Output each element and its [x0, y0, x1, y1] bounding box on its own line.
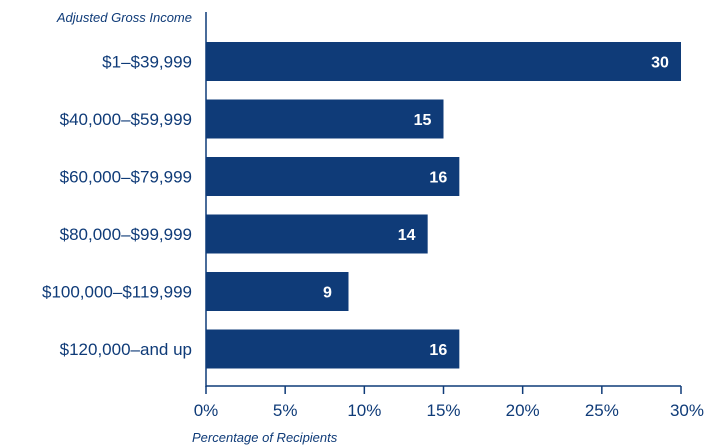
category-label-1: $40,000–$59,999	[60, 110, 192, 129]
x-tick-label-2: 10%	[347, 401, 381, 420]
bar-5	[206, 329, 460, 369]
bar-value-label-3: 14	[398, 227, 416, 244]
bars-group: 30 15 16 14 9 16	[206, 42, 681, 369]
category-label-2: $60,000–$79,999	[60, 168, 192, 187]
bar-2	[206, 157, 460, 196]
bar-value-label-1: 15	[414, 112, 432, 129]
bar-value-label-5: 16	[429, 342, 447, 359]
bar-1	[206, 99, 444, 139]
category-labels-group: $1–$39,999 $40,000–$59,999 $60,000–$79,999…	[42, 53, 192, 360]
bar-value-label-2: 16	[429, 170, 447, 187]
bar-value-label-4: 9	[323, 285, 332, 302]
bar-value-label-0: 30	[651, 55, 669, 72]
y-axis-title: Adjusted Gross Income	[56, 10, 192, 25]
category-label-3: $80,000–$99,999	[60, 225, 192, 244]
category-label-5: $120,000–and up	[60, 340, 192, 359]
category-label-0: $1–$39,999	[102, 53, 192, 72]
x-tick-label-4: 20%	[506, 401, 540, 420]
x-tick-label-3: 15%	[426, 401, 460, 420]
bar-3	[206, 214, 428, 254]
category-label-4: $100,000–$119,999	[42, 283, 192, 302]
x-tick-label-0: 0%	[194, 401, 219, 420]
x-tick-label-1: 5%	[273, 401, 298, 420]
x-axis-title: Percentage of Recipients	[192, 430, 338, 445]
x-ticks-group: 0% 5% 10% 15% 20% 25% 30%	[194, 386, 704, 420]
x-tick-label-5: 25%	[585, 401, 619, 420]
bar-4	[206, 272, 349, 311]
bar-0	[206, 42, 681, 81]
x-tick-label-6: 30%	[670, 401, 704, 420]
